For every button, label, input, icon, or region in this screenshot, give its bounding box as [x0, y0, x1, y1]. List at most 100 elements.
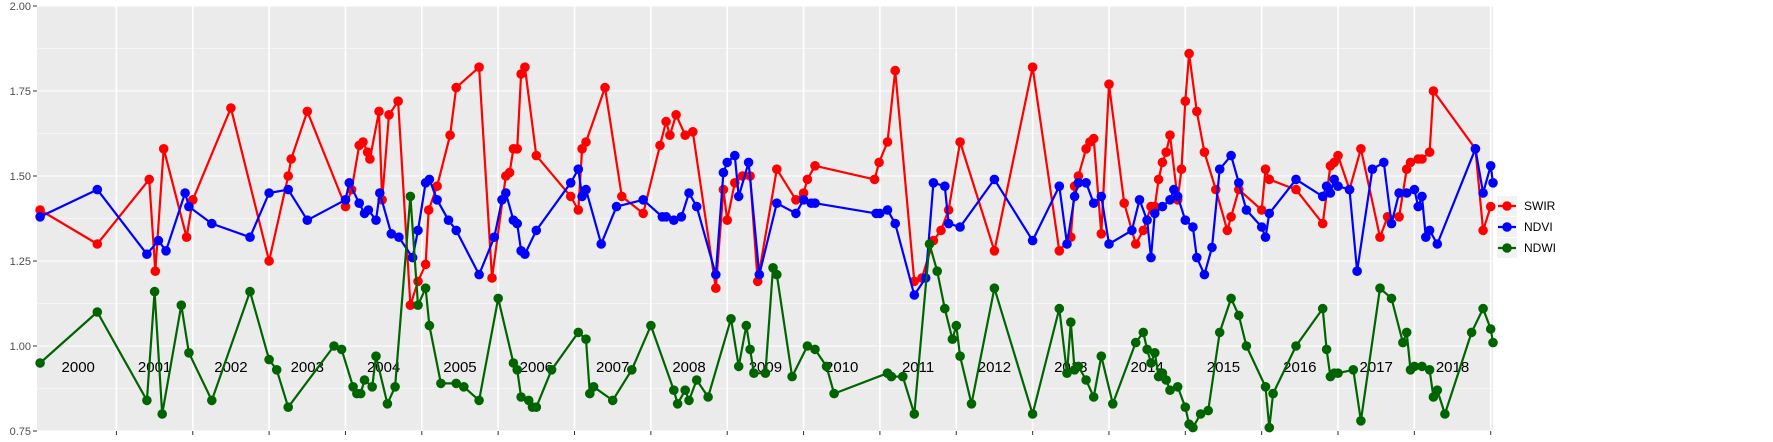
data-point-swir: [671, 110, 681, 120]
data-point-ndwi: [1409, 361, 1420, 372]
data-point-ndvi: [611, 201, 622, 212]
data-point-ndwi: [745, 344, 755, 355]
data-point-ndwi: [424, 320, 435, 331]
data-point-ndvi: [474, 269, 484, 280]
data-point-ndwi: [1195, 409, 1206, 419]
data-point-swir: [1088, 133, 1099, 144]
data-point-swir: [874, 157, 884, 168]
data-point-ndwi: [886, 371, 897, 382]
data-point-swir: [581, 137, 591, 147]
data-point-swir: [340, 201, 351, 212]
data-point-swir: [1073, 171, 1084, 181]
data-point-ndwi: [436, 378, 446, 389]
y-tick-label: 1.50: [10, 171, 31, 183]
data-point-swir: [1211, 184, 1221, 195]
data-point-ndvi: [161, 246, 171, 256]
data-point-ndvi: [1214, 164, 1225, 174]
data-point-ndwi: [924, 239, 935, 249]
data-point-swir: [1356, 144, 1366, 154]
data-point-ndwi: [355, 388, 366, 399]
data-point-ndwi: [1485, 324, 1496, 334]
data-point-swir: [1428, 86, 1439, 96]
data-point-swir: [1199, 147, 1210, 157]
data-point-ndvi: [501, 188, 511, 198]
data-point-ndwi: [1172, 382, 1183, 392]
data-point-ndwi: [1268, 388, 1278, 399]
data-point-ndvi: [718, 167, 729, 178]
data-point-swir: [423, 205, 434, 215]
data-point-ndwi: [1234, 310, 1244, 321]
data-point-ndvi: [35, 212, 45, 222]
y-tick-label: 2.00: [10, 1, 31, 13]
year-label: 2010: [825, 359, 858, 376]
data-point-ndvi: [386, 229, 397, 239]
data-point-ndvi: [1394, 188, 1404, 198]
data-point-ndwi: [1401, 327, 1412, 338]
data-point-ndvi: [1256, 222, 1267, 232]
data-point-ndwi: [787, 371, 797, 382]
data-point-ndvi: [424, 174, 435, 185]
data-point-ndvi: [302, 215, 313, 225]
data-point-ndvi: [691, 201, 702, 212]
data-point-ndwi: [1138, 327, 1149, 338]
data-point-ndwi: [1348, 365, 1359, 375]
data-point-ndvi: [1081, 178, 1091, 188]
legend-label-ndvi: NDVI: [1524, 220, 1553, 234]
data-point-swir: [384, 110, 394, 120]
data-point-swir: [405, 300, 416, 311]
data-point-ndwi: [1150, 348, 1160, 358]
data-point-ndwi: [1062, 368, 1072, 379]
legend: SWIR NDVI NDWI: [1497, 196, 1556, 258]
data-point-ndvi: [1409, 184, 1420, 195]
year-label: 2001: [138, 359, 171, 376]
data-point-swir: [451, 82, 462, 93]
data-point-swir: [512, 144, 522, 154]
data-point-ndvi: [520, 249, 530, 259]
data-point-ndwi: [1417, 361, 1427, 372]
data-point-ndwi: [1130, 337, 1141, 348]
data-point-swir: [989, 246, 1000, 256]
data-point-swir: [531, 150, 542, 161]
data-point-ndvi: [676, 212, 687, 222]
data-point-ndwi: [1188, 422, 1198, 433]
data-point-ndwi: [680, 385, 690, 396]
year-label: 2002: [214, 359, 247, 376]
data-point-ndvi: [1207, 242, 1217, 253]
data-point-ndwi: [955, 351, 965, 362]
data-point-swir: [1317, 218, 1328, 229]
data-point-ndvi: [711, 269, 721, 280]
data-point-ndvi: [283, 184, 294, 195]
data-point-ndvi: [955, 222, 965, 232]
y-tick-label: 1.25: [10, 256, 31, 268]
data-point-ndwi: [1264, 422, 1275, 433]
data-point-swir: [35, 205, 45, 215]
year-label: 2008: [672, 359, 705, 376]
data-point-ndvi: [1401, 188, 1412, 198]
data-point-swir: [688, 127, 698, 137]
data-point-ndvi: [890, 218, 900, 229]
data-point-swir: [487, 273, 497, 283]
data-point-ndwi: [546, 365, 557, 375]
y-tick-label: 1.00: [10, 341, 31, 353]
data-point-ndwi: [1478, 303, 1488, 314]
data-point-ndwi: [1054, 303, 1065, 314]
data-point-ndwi: [932, 266, 942, 277]
data-point-ndvi: [1157, 201, 1168, 212]
data-point-ndwi: [1096, 351, 1107, 362]
data-point-ndvi: [733, 191, 744, 202]
data-point-ndwi: [772, 269, 782, 280]
data-point-ndwi: [1386, 293, 1397, 304]
data-point-ndwi: [1333, 368, 1343, 379]
data-point-swir: [1226, 212, 1236, 222]
data-point-swir: [1333, 150, 1343, 161]
data-point-ndvi: [1488, 178, 1498, 188]
data-point-ndvi: [1172, 191, 1183, 202]
data-point-swir: [1165, 130, 1175, 140]
data-point-swir: [680, 130, 690, 140]
data-point-ndwi: [703, 392, 713, 402]
data-point-ndwi: [1066, 317, 1076, 328]
data-point-ndvi: [264, 188, 274, 198]
data-point-ndvi: [772, 198, 782, 208]
year-label: 2015: [1207, 359, 1240, 376]
data-point-swir: [92, 239, 103, 249]
